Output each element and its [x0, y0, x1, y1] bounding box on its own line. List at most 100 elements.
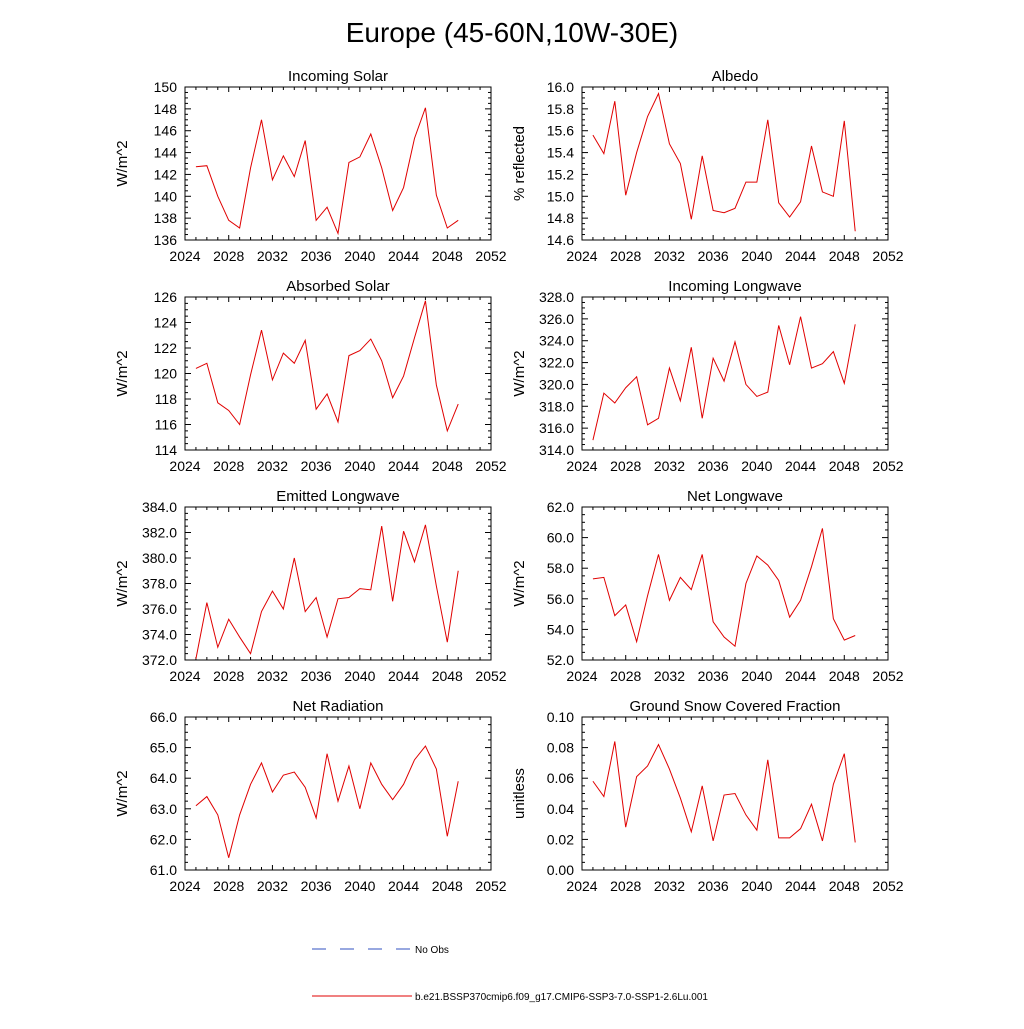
y-tick-label: 314.0 — [539, 442, 574, 458]
y-tick-label: 58.0 — [547, 560, 574, 576]
x-tick-label: 2052 — [475, 668, 506, 684]
panels: Incoming Solar W/m^2 2024 2028 2032 2036 2040 2… — [114, 68, 904, 894]
y-tick-label: 54.0 — [547, 621, 574, 637]
x-tick-label: 2036 — [698, 878, 729, 894]
x-tick-label: 2024 — [169, 878, 200, 894]
y-tick-label: 120 — [154, 366, 178, 382]
x-tick-label: 2048 — [829, 878, 860, 894]
x-tick-label: 2028 — [610, 878, 641, 894]
x-tick-label: 2024 — [169, 248, 200, 264]
x-tick-label: 2040 — [741, 668, 772, 684]
y-tick-label: 15.4 — [547, 145, 574, 161]
x-tick-label: 2040 — [741, 248, 772, 264]
plot-frame — [184, 86, 492, 241]
x-tick-label: 2024 — [566, 248, 597, 264]
x-tick-label: 2024 — [566, 458, 597, 474]
y-tick-label: 15.6 — [547, 123, 574, 139]
x-tick-label: 2052 — [475, 458, 506, 474]
panel-title: Absorbed Solar — [286, 278, 389, 295]
x-tick-label: 2032 — [654, 248, 685, 264]
y-tick-label: 328.0 — [539, 289, 574, 305]
y-axis-label: W/m^2 — [511, 560, 528, 606]
x-tick-label: 2032 — [654, 878, 685, 894]
x-tick-label: 2040 — [741, 458, 772, 474]
y-tick-label: 316.0 — [539, 420, 574, 436]
y-tick-label: 0.02 — [547, 831, 574, 847]
x-tick-label: 2028 — [213, 458, 244, 474]
x-tick-label: 2044 — [785, 878, 816, 894]
panel-title: Net Radiation — [293, 698, 384, 715]
y-tick-label: 124 — [154, 315, 178, 331]
series-line — [195, 300, 459, 433]
x-tick-label: 2048 — [829, 458, 860, 474]
y-tick-label: 320.0 — [539, 376, 574, 392]
y-tick-label: 116 — [155, 417, 178, 433]
x-tick-label: 2024 — [169, 668, 200, 684]
x-tick-label: 2032 — [257, 248, 288, 264]
y-tick-label: 15.2 — [547, 166, 574, 182]
y-tick-label: 148 — [154, 101, 178, 117]
y-tick-label: 322.0 — [539, 355, 574, 371]
y-tick-label: 14.8 — [547, 210, 574, 226]
x-tick-label: 2044 — [388, 878, 419, 894]
x-tick-label: 2044 — [388, 458, 419, 474]
y-tick-label: 324.0 — [539, 333, 574, 349]
plot-frame — [184, 506, 492, 661]
panel-5: Emitted Longwave W/m^2 2024 2028 2032 2036 204… — [114, 488, 507, 684]
panel-7: Net Radiation W/m^2 2024 2028 2032 2036 2040 20… — [114, 698, 507, 894]
panel-title: Incoming Solar — [288, 68, 388, 85]
y-tick-label: 136 — [154, 232, 178, 248]
y-tick-label: 380.0 — [142, 550, 177, 566]
y-axis-label: unitless — [511, 768, 528, 819]
x-tick-label: 2036 — [698, 668, 729, 684]
y-tick-label: 140 — [154, 188, 178, 204]
x-tick-label: 2052 — [872, 878, 903, 894]
y-tick-label: 65.0 — [150, 740, 177, 756]
x-tick-label: 2052 — [872, 458, 903, 474]
y-tick-label: 126 — [154, 289, 178, 305]
figure-title: Europe (45-60N,10W-30E) — [346, 17, 679, 48]
panel-title: Emitted Longwave — [276, 488, 399, 505]
y-tick-label: 61.0 — [150, 862, 177, 878]
x-tick-label: 2028 — [610, 248, 641, 264]
y-axis-label: W/m^2 — [114, 140, 131, 186]
x-tick-label: 2048 — [432, 878, 463, 894]
legend-model-label: b.e21.BSSP370cmip6.f09_g17.CMIP6-SSP3-7.… — [415, 992, 708, 1003]
x-tick-label: 2040 — [344, 878, 375, 894]
panel-title: Net Longwave — [687, 488, 783, 505]
y-tick-label: 14.6 — [547, 232, 574, 248]
x-tick-label: 2036 — [698, 458, 729, 474]
y-tick-label: 150 — [154, 79, 178, 95]
y-tick-label: 62.0 — [547, 499, 574, 515]
y-tick-label: 382.0 — [142, 525, 177, 541]
y-tick-label: 15.0 — [547, 188, 574, 204]
x-tick-label: 2032 — [257, 878, 288, 894]
x-tick-label: 2040 — [741, 878, 772, 894]
x-tick-label: 2044 — [785, 458, 816, 474]
x-tick-label: 2028 — [213, 668, 244, 684]
series-line — [592, 741, 856, 843]
plot-frame — [581, 296, 889, 451]
x-tick-label: 2036 — [301, 668, 332, 684]
y-tick-label: 146 — [154, 123, 178, 139]
plot-frame — [184, 716, 492, 871]
plot-frame — [581, 506, 889, 661]
y-tick-label: 138 — [154, 210, 178, 226]
y-tick-label: 66.0 — [150, 709, 177, 725]
x-tick-label: 2048 — [432, 458, 463, 474]
series-line — [592, 528, 856, 648]
panel-title: Incoming Longwave — [668, 278, 801, 295]
x-tick-label: 2048 — [432, 668, 463, 684]
y-tick-label: 378.0 — [142, 576, 177, 592]
y-tick-label: 0.04 — [547, 801, 574, 817]
x-tick-label: 2032 — [654, 668, 685, 684]
x-tick-label: 2024 — [566, 878, 597, 894]
y-tick-label: 142 — [154, 166, 178, 182]
panel-6: Net Longwave W/m^2 2024 2028 2032 2036 2040 204… — [511, 488, 904, 684]
x-tick-label: 2028 — [213, 248, 244, 264]
y-axis-label: W/m^2 — [114, 350, 131, 396]
y-tick-label: 15.8 — [547, 101, 574, 117]
y-tick-label: 0.08 — [547, 740, 574, 756]
